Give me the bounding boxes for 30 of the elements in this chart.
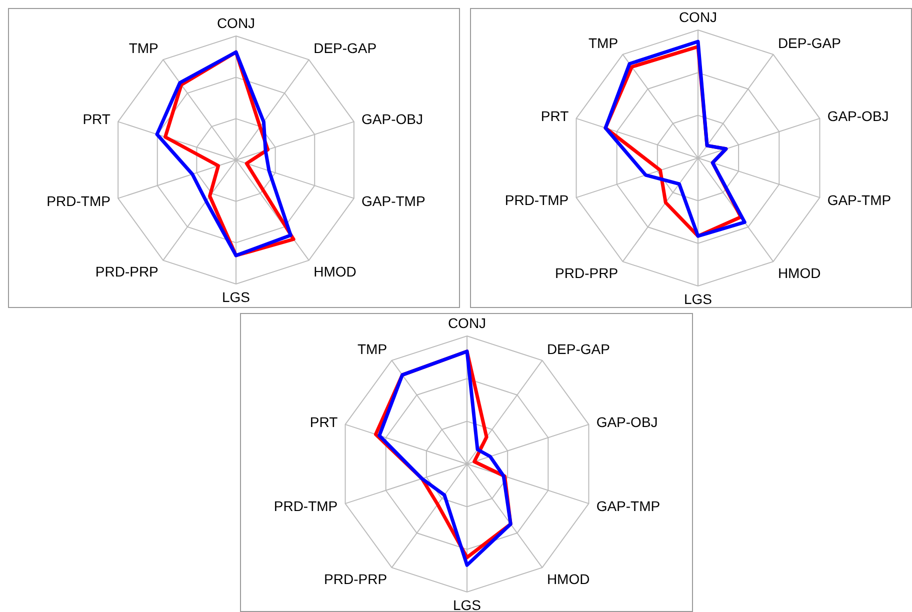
spoke-label: LGS — [222, 288, 250, 305]
spoke-label: PRT — [540, 108, 570, 124]
spoke-label: HMOD — [546, 570, 590, 587]
spoke-label: HMOD — [778, 264, 821, 281]
spoke-label: TMP — [128, 40, 158, 56]
spoke-label: PRD-PRP — [555, 264, 618, 281]
spoke-label: CONJ — [448, 315, 486, 331]
spoke-label: PRD-PRP — [95, 264, 158, 280]
spoke-label: CONJ — [216, 15, 256, 31]
spoke-label: DEP-GAP — [314, 40, 377, 56]
spoke-label: TMP — [588, 34, 618, 51]
spoke-label: CONJ — [678, 9, 718, 25]
spoke-label: DEP-GAP — [778, 34, 841, 51]
spoke-label: LGS — [452, 596, 482, 612]
spoke-label: PRD-TMP — [504, 192, 569, 208]
spoke-label: TMP — [358, 340, 388, 357]
spoke-label: DEP-GAP — [546, 340, 610, 357]
spoke-label: PRD-TMP — [274, 498, 338, 514]
spoke-label: PRT — [82, 111, 111, 128]
spoke-label: LGS — [684, 290, 712, 307]
spoke-label: HMOD — [314, 264, 356, 280]
spoke-label: GAP-TMP — [596, 498, 660, 514]
spoke-label: GAP-OBJ — [362, 111, 424, 128]
spoke-label: GAP-OBJ — [827, 108, 889, 124]
spoke-label: GAP-OBJ — [596, 414, 658, 430]
spoke-label: GAP-TMP — [827, 192, 892, 208]
spoke-label: PRD-TMP — [46, 192, 110, 209]
spoke-label: PRT — [310, 414, 338, 430]
spoke-label: GAP-TMP — [362, 192, 426, 209]
spoke-label: PRD-PRP — [324, 570, 388, 587]
